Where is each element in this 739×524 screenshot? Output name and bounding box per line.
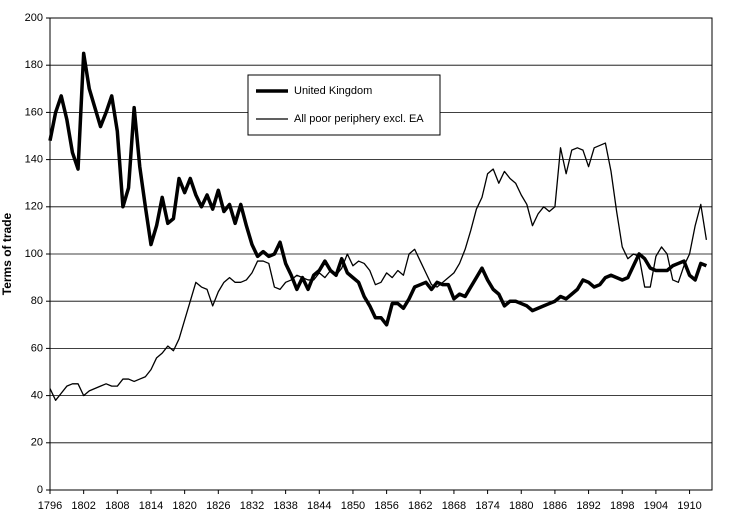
y-tick-label: 0 xyxy=(37,484,43,496)
plot-frame xyxy=(49,17,713,491)
x-tick-label: 1796 xyxy=(38,500,62,512)
x-tick-label: 1850 xyxy=(341,500,365,512)
x-tick-label: 1904 xyxy=(644,500,668,512)
y-tick-label: 200 xyxy=(25,12,43,24)
series-line xyxy=(48,51,708,327)
x-tick-label: 1802 xyxy=(71,500,95,512)
y-tick-label: 80 xyxy=(31,295,43,307)
series-line xyxy=(49,142,708,401)
legend-label: All poor periphery excl. EA xyxy=(294,113,424,125)
x-tick-label: 1832 xyxy=(240,500,264,512)
x-tick-label: 1826 xyxy=(206,500,230,512)
y-tick-label: 140 xyxy=(25,154,43,166)
y-tick-label: 120 xyxy=(25,201,43,213)
x-tick-label: 1886 xyxy=(543,500,567,512)
x-tick-label: 1820 xyxy=(172,500,196,512)
x-tick-label: 1868 xyxy=(442,500,466,512)
x-tick-label: 1898 xyxy=(610,500,634,512)
x-tick-label: 1844 xyxy=(307,500,331,512)
x-tick-label: 1814 xyxy=(139,500,163,512)
y-tick-label: 40 xyxy=(31,390,43,402)
legend-label: United Kingdom xyxy=(294,85,372,97)
y-tick-label: 60 xyxy=(31,342,43,354)
y-axis-label: Terms of trade xyxy=(0,212,14,295)
x-tick-label: 1880 xyxy=(509,500,533,512)
x-tick-label: 1808 xyxy=(105,500,129,512)
x-tick-label: 1862 xyxy=(408,500,432,512)
x-tick-label: 1838 xyxy=(273,500,297,512)
y-tick-label: 180 xyxy=(25,59,43,71)
y-tick-label: 20 xyxy=(31,437,43,449)
x-tick-label: 1892 xyxy=(576,500,600,512)
y-tick-label: 100 xyxy=(25,248,43,260)
x-tick-label: 1874 xyxy=(475,500,499,512)
x-tick-label: 1856 xyxy=(374,500,398,512)
x-tick-label: 1910 xyxy=(677,500,701,512)
y-tick-label: 160 xyxy=(25,106,43,118)
legend-box xyxy=(247,74,441,136)
